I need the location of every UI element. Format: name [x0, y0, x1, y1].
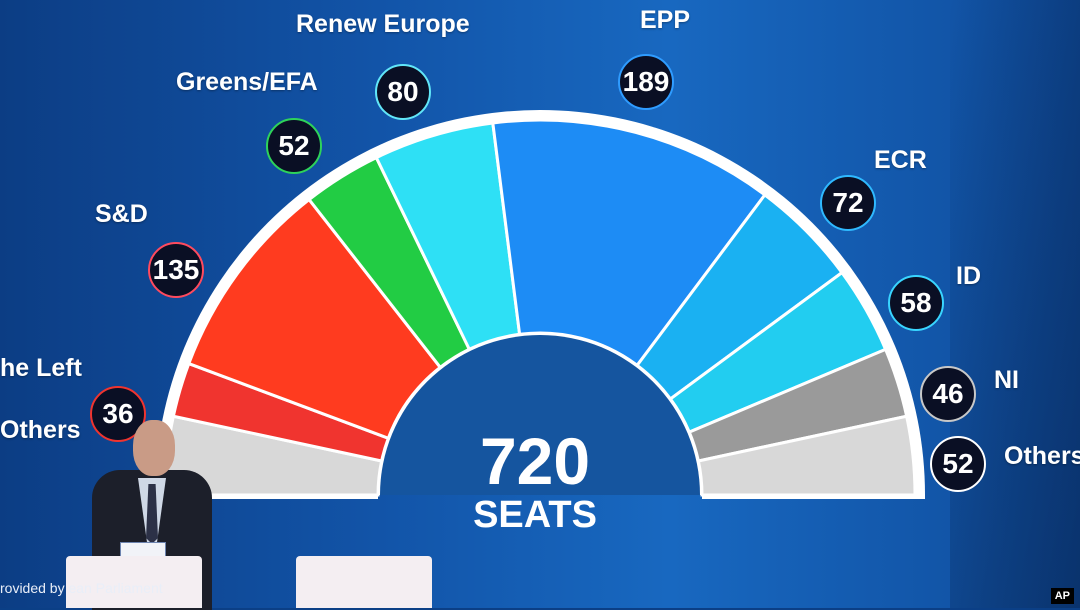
label-ecr: ECR: [874, 146, 927, 174]
speaker-tie: [146, 484, 158, 544]
ap-credit: AP: [1050, 588, 1074, 604]
badge-id: 58: [888, 275, 944, 331]
badge-ni: 46: [920, 366, 976, 422]
photo-caption: rovided by ean Parliament: [0, 580, 163, 596]
badge-ecr: 72: [820, 175, 876, 231]
segment-epp-5: [491, 118, 767, 368]
label-id: ID: [956, 262, 981, 290]
badge-renew-europe: 80: [375, 64, 431, 120]
total-seats-unit: SEATS: [473, 494, 597, 536]
label-ni: NI: [994, 366, 1019, 394]
label-greens-efa: Greens/EFA: [176, 68, 318, 96]
lectern: [66, 556, 202, 608]
badge-others-right: 52: [930, 436, 986, 492]
label-renew-europe: Renew Europe: [296, 10, 470, 38]
screen-edge-shadow: [950, 0, 1080, 608]
base-left: [155, 495, 378, 499]
label-the-left: he Left: [0, 354, 82, 382]
badge-greens-efa: 52: [266, 118, 322, 174]
label-others-left: Others: [0, 416, 81, 444]
base-right: [702, 495, 925, 499]
lectern-right: [296, 556, 432, 608]
badge-sd: 135: [148, 242, 204, 298]
label-others-right: Others: [1004, 442, 1080, 470]
label-epp: EPP: [640, 6, 691, 34]
hemicycle-center: [380, 335, 700, 495]
badge-epp: 189: [618, 54, 674, 110]
speaker-head: [133, 420, 175, 476]
label-sd: S&D: [95, 200, 148, 228]
total-seats-number: 720: [479, 424, 591, 498]
